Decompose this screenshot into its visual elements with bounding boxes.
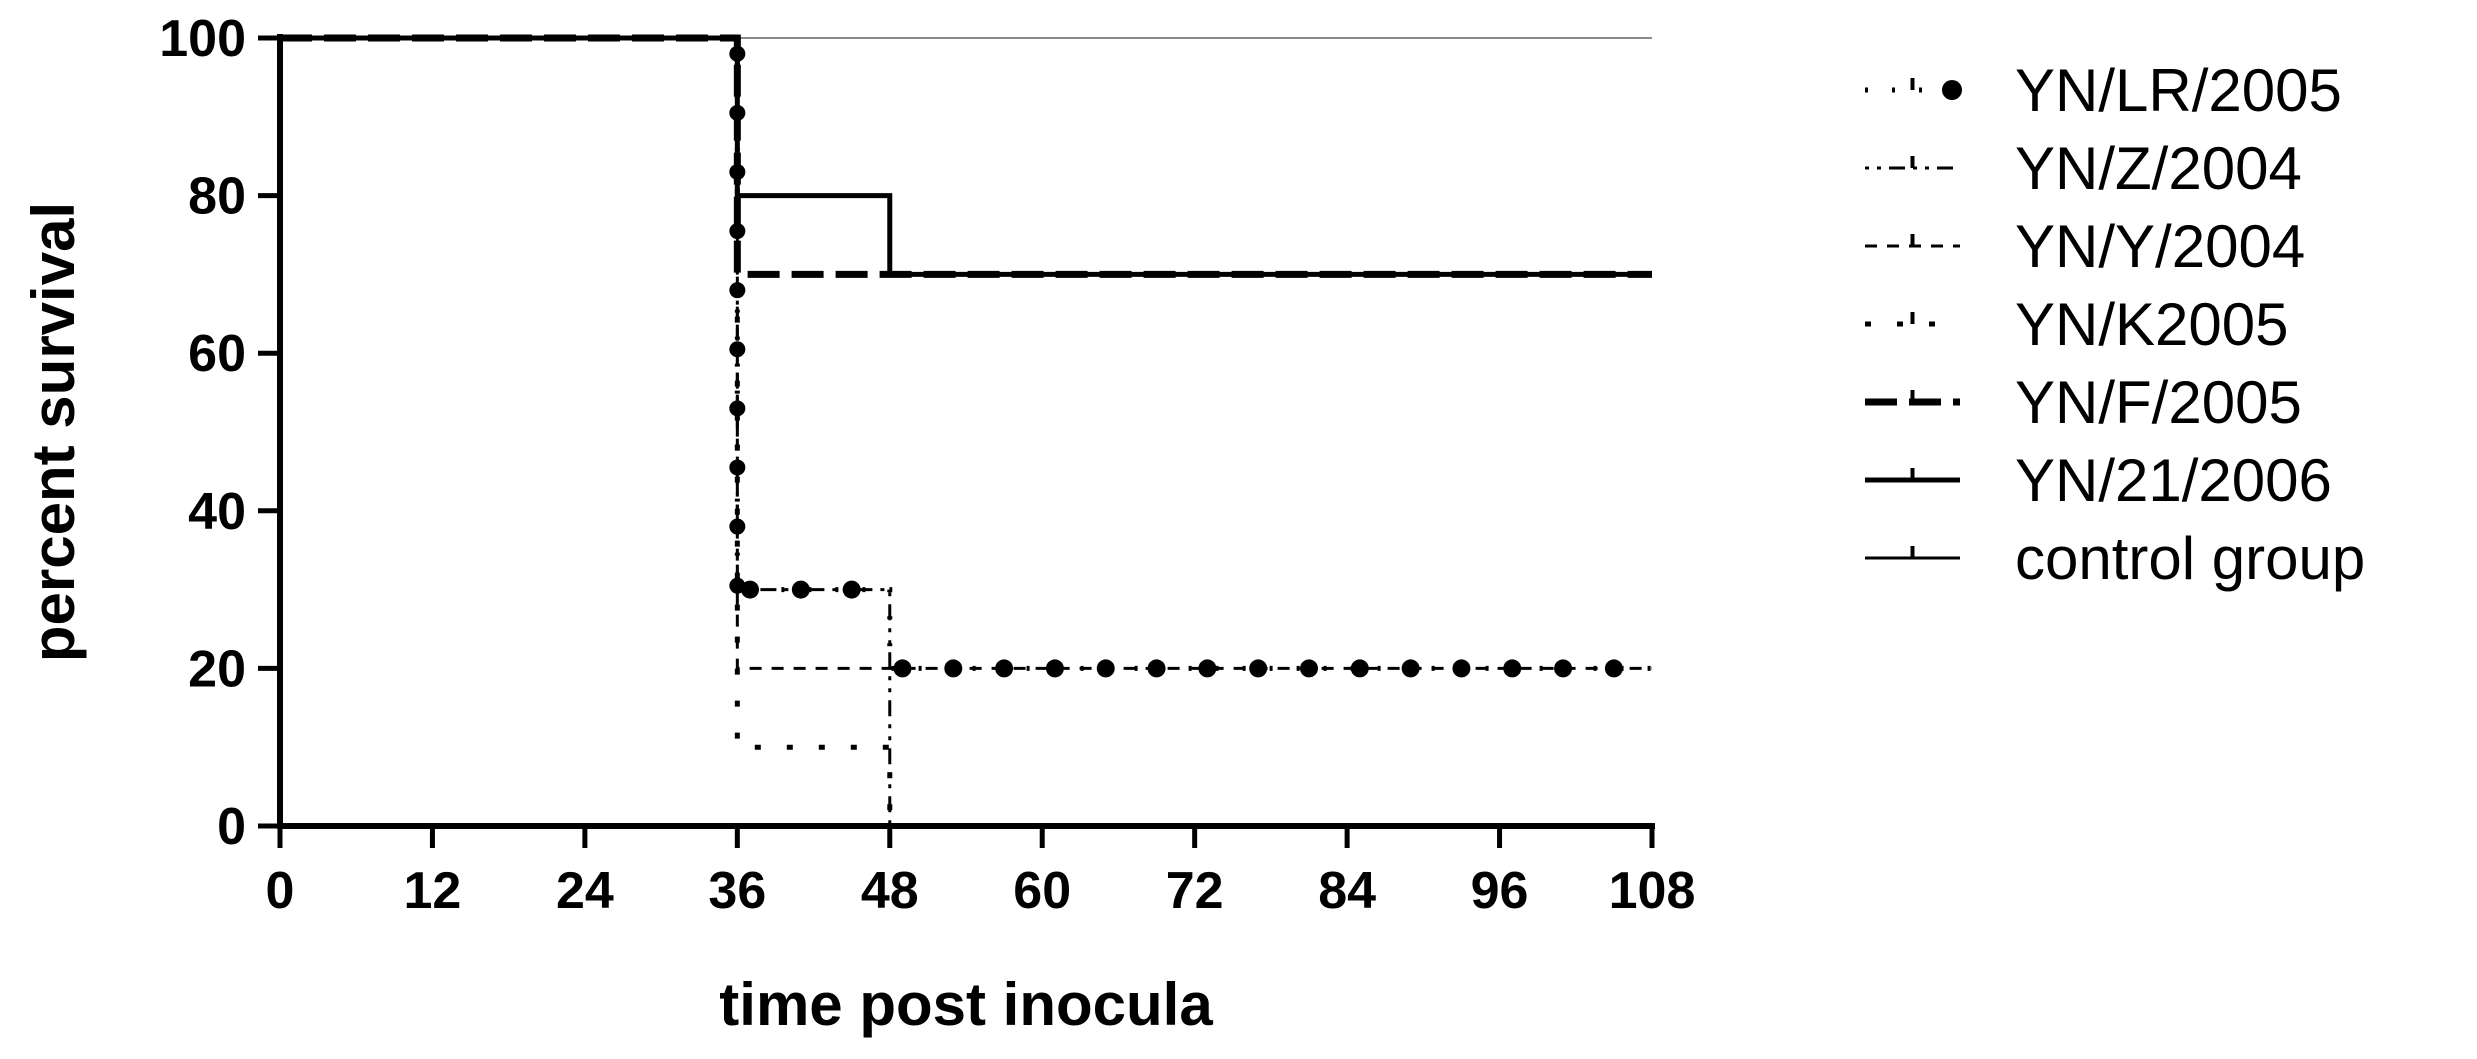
legend-label-2: YN/Z/2004 — [2015, 135, 2302, 202]
series-1-marker-23 — [729, 341, 746, 358]
y-axis-title: percent survival — [20, 202, 87, 662]
x-tick-label-2: 24 — [556, 862, 614, 920]
series-1-marker-16 — [1554, 659, 1573, 678]
series-1-marker-26 — [729, 518, 746, 535]
legend: YN/LR/2005 YN/Z/2004 YN/Y/2004 YN/K2005 YN/F… — [1865, 57, 2365, 592]
series-1-marker-20 — [729, 163, 746, 180]
x-tick-label-7: 84 — [1318, 862, 1376, 920]
x-tick-label-0: 0 — [266, 862, 295, 920]
legend-label-1: YN/LR/2005 — [2015, 57, 2342, 124]
series-1-marker-25 — [729, 459, 746, 476]
tick-labels: 0 12 24 36 48 60 72 84 96 108 0 20 40 60 80 100 — [159, 10, 1695, 920]
y-tick-label-5: 100 — [159, 10, 246, 68]
series-1-marker-0 — [741, 580, 760, 599]
series-1-marker-17 — [1604, 659, 1623, 678]
x-tick-label-8: 96 — [1471, 862, 1529, 920]
series-line-3 — [280, 36, 1652, 670]
x-tick-label-5: 60 — [1013, 862, 1071, 920]
series-1-marker-13 — [1401, 659, 1420, 678]
y-tick-label-3: 60 — [188, 325, 246, 383]
series-1-marker-10 — [1249, 659, 1268, 678]
axes-layer — [277, 34, 1655, 829]
series-1-marker-1 — [791, 580, 810, 599]
series-line-2 — [280, 36, 892, 826]
y-tick-label-2: 40 — [188, 483, 246, 541]
series-1-marker-15 — [1503, 659, 1522, 678]
x-tick-label-1: 12 — [404, 862, 462, 920]
legend-label-4: YN/K2005 — [2015, 291, 2289, 358]
legend-label-3: YN/Y/2004 — [2015, 213, 2305, 280]
legend-label-5: YN/F/2005 — [2015, 369, 2302, 436]
series-line-6 — [280, 35, 1652, 277]
series-1-marker-27 — [729, 577, 746, 594]
series-1-marker-24 — [729, 400, 746, 417]
legend-label-7: control group — [2015, 525, 2365, 592]
series-1-marker-19 — [729, 104, 746, 121]
x-axis-title: time post inocula — [719, 971, 1213, 1038]
series-1-marker-5 — [995, 659, 1014, 678]
x-tick-label-6: 72 — [1166, 862, 1224, 920]
y-tick-label-0: 0 — [217, 798, 246, 856]
series-1-marker-14 — [1452, 659, 1471, 678]
series-1-marker-22 — [729, 282, 746, 299]
series-1-marker-3 — [893, 659, 912, 678]
series-1-marker-18 — [729, 45, 746, 62]
series-1-marker-11 — [1300, 659, 1318, 678]
x-tick-label-3: 36 — [708, 862, 766, 920]
legend-label-6: YN/21/2006 — [2015, 447, 2332, 514]
series-1-marker-6 — [1045, 659, 1064, 678]
series-1-marker-12 — [1350, 659, 1369, 678]
legend-marker-1 — [1942, 80, 1962, 100]
series-line-1 — [280, 35, 1652, 671]
x-tick-label-4: 48 — [861, 862, 919, 920]
y-tick-label-4: 80 — [188, 168, 246, 226]
series-layer — [280, 34, 1652, 826]
series-1-marker-2 — [842, 580, 861, 599]
series-1-marker-4 — [944, 659, 963, 678]
series-1-marker-9 — [1198, 659, 1217, 678]
series-1-marker-7 — [1096, 659, 1115, 678]
series-1-marker-21 — [729, 223, 746, 240]
series-line-4 — [280, 35, 893, 826]
series-1-marker-8 — [1147, 659, 1166, 678]
series-line-5 — [280, 34, 1652, 278]
y-tick-label-1: 20 — [188, 640, 246, 698]
x-tick-label-9: 108 — [1609, 862, 1696, 920]
